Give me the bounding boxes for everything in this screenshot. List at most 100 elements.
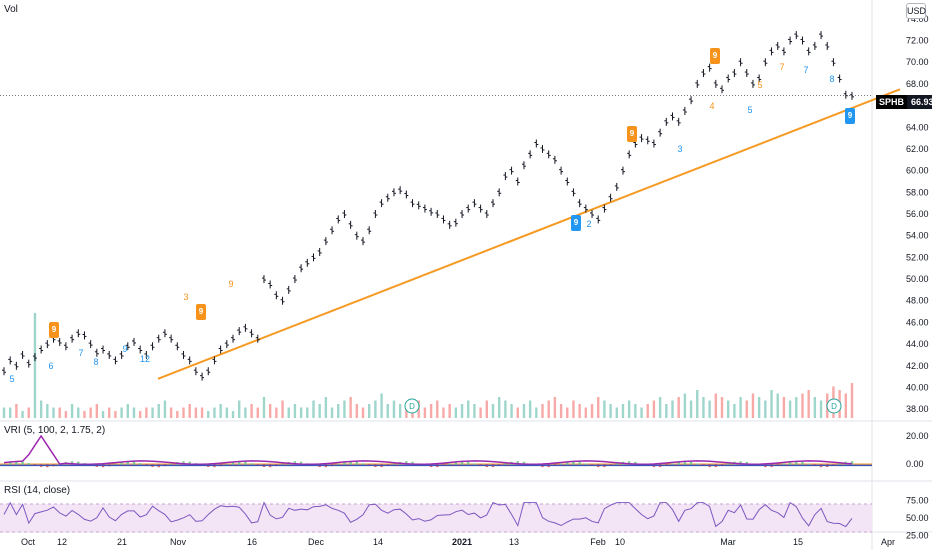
volume-bar bbox=[665, 404, 668, 418]
vri-histogram-bar bbox=[231, 462, 235, 465]
vri-histogram-bar bbox=[696, 463, 699, 465]
dividend-marker[interactable] bbox=[404, 398, 420, 414]
volume-bar bbox=[27, 407, 30, 418]
volume-bar bbox=[250, 404, 253, 418]
signal-marker-label: 9 bbox=[630, 129, 635, 138]
volume-bar bbox=[782, 397, 786, 418]
time-axis-label: 10 bbox=[615, 537, 625, 547]
volume-bar bbox=[566, 407, 569, 418]
sell-signal-marker[interactable] bbox=[627, 126, 637, 142]
vri-histogram-bar bbox=[782, 463, 786, 465]
signal-marker-label: 9 bbox=[52, 325, 57, 334]
vri-axis-tick: 20.00 bbox=[906, 431, 929, 441]
trendline[interactable] bbox=[157, 88, 901, 380]
volume-bar bbox=[386, 404, 389, 418]
vri-histogram-bar bbox=[361, 463, 365, 465]
volume-bar bbox=[504, 400, 507, 418]
price-axis-tick: 60.00 bbox=[906, 166, 929, 176]
vri-histogram-bar bbox=[677, 461, 680, 465]
price-axis-tick: 52.00 bbox=[906, 252, 929, 262]
count-label: 3 bbox=[677, 144, 682, 154]
volume-bar bbox=[850, 383, 854, 418]
vri-histogram-bar bbox=[467, 461, 470, 465]
vri-pane-title[interactable]: VRI (5, 100, 2, 1.75, 2) bbox=[4, 425, 106, 436]
volume-bar bbox=[727, 400, 730, 418]
volume-bar bbox=[405, 407, 408, 418]
volume-bar bbox=[739, 397, 742, 418]
volume-bar bbox=[454, 407, 458, 418]
vri-histogram-bar bbox=[349, 461, 352, 465]
vri-histogram-bar bbox=[77, 461, 80, 465]
vri-histogram-bar bbox=[405, 461, 408, 465]
vri-histogram-bar bbox=[126, 461, 129, 465]
vri-histogram-bar bbox=[120, 462, 123, 465]
vri-histogram-bar bbox=[114, 463, 117, 465]
time-axis-label: Nov bbox=[170, 537, 187, 547]
sell-signal-marker[interactable] bbox=[710, 48, 720, 64]
vri-histogram-bar bbox=[225, 463, 229, 465]
price-axis-tick: 54.00 bbox=[906, 231, 929, 241]
volume-bar bbox=[473, 404, 476, 418]
rsi-axis-tick: 25.00 bbox=[906, 531, 929, 541]
rsi-axis-tick: 50.00 bbox=[906, 513, 929, 523]
volume-bar bbox=[423, 407, 427, 418]
vri-histogram-bar bbox=[70, 461, 74, 465]
volume-bar bbox=[714, 393, 718, 418]
volume-bar bbox=[145, 407, 148, 418]
volume-bar bbox=[448, 404, 451, 418]
volume-bar bbox=[95, 404, 99, 418]
vri-histogram-bar bbox=[615, 463, 618, 465]
volume-bar bbox=[553, 397, 557, 418]
vri-histogram-bar bbox=[132, 461, 136, 465]
vri-histogram-bar bbox=[516, 461, 519, 465]
volume-bar bbox=[367, 404, 371, 418]
dividend-marker-label: D bbox=[831, 402, 837, 411]
vri-histogram-bar bbox=[807, 463, 810, 465]
volume-bar bbox=[231, 411, 235, 418]
dividend-marker-label: D bbox=[409, 402, 415, 411]
buy-signal-marker[interactable] bbox=[845, 108, 855, 124]
volume-bar bbox=[151, 407, 154, 418]
volume-bar bbox=[764, 400, 767, 418]
volume-bar bbox=[467, 400, 470, 418]
rsi-pane-title[interactable]: RSI (14, close) bbox=[4, 485, 71, 496]
count-label: 7 bbox=[779, 62, 784, 72]
buy-signal-marker[interactable] bbox=[571, 215, 581, 231]
volume-bar bbox=[429, 404, 433, 418]
sell-signal-marker[interactable] bbox=[196, 304, 206, 320]
volume-bar bbox=[392, 400, 396, 418]
volume-bar bbox=[683, 393, 687, 418]
count-label: 2 bbox=[586, 219, 591, 229]
price-axis-tick: 56.00 bbox=[906, 209, 929, 219]
volume-bar bbox=[516, 407, 519, 418]
time-axis-label: Apr bbox=[881, 537, 895, 547]
currency-button[interactable]: USD bbox=[906, 3, 926, 19]
vri-histogram-bar bbox=[504, 463, 507, 465]
volume-bar bbox=[157, 404, 160, 418]
volume-bar bbox=[101, 411, 105, 418]
volume-bar bbox=[374, 400, 377, 418]
volume-bar bbox=[621, 404, 625, 418]
volume-bar bbox=[398, 404, 402, 418]
volume-bar bbox=[528, 400, 532, 418]
volume-bar bbox=[603, 400, 606, 418]
sell-signal-marker[interactable] bbox=[49, 322, 59, 338]
volume-bar bbox=[485, 400, 489, 418]
volume-bar bbox=[702, 397, 705, 418]
dividend-marker[interactable] bbox=[826, 398, 842, 414]
volume-bar bbox=[176, 411, 179, 418]
volume-bar bbox=[238, 400, 241, 418]
vri-histogram-bar bbox=[584, 463, 588, 465]
vri-histogram-bar bbox=[392, 463, 396, 465]
volume-bar bbox=[219, 404, 222, 418]
volume-bar bbox=[522, 404, 526, 418]
vri-histogram-bar bbox=[337, 463, 340, 465]
volume-bar bbox=[58, 407, 61, 418]
volume-bar bbox=[460, 404, 464, 418]
rsi-line bbox=[3, 501, 853, 528]
time-axis-label: 12 bbox=[57, 537, 67, 547]
volume-bar bbox=[126, 404, 129, 418]
volume-bar bbox=[281, 400, 284, 418]
